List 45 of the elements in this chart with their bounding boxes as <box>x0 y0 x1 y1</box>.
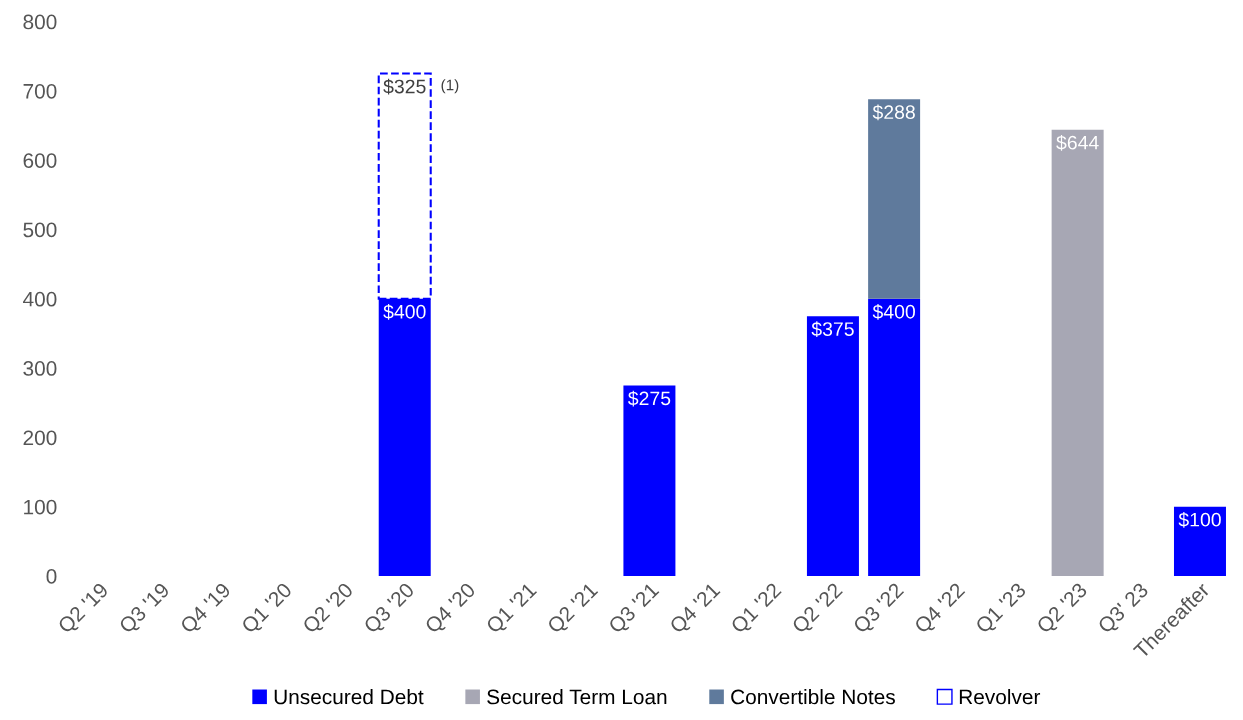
legend-label: Revolver <box>959 689 1041 705</box>
bar <box>806 316 859 576</box>
x-tick-label: Q2 '21 <box>546 581 601 637</box>
x-tick-label: Q1 '20 <box>240 581 296 637</box>
y-tick-label: 100 <box>24 499 57 515</box>
data-label: $400 <box>383 304 426 320</box>
x-tick-label: Q3 '19 <box>118 581 173 637</box>
y-tick-label: 0 <box>46 569 57 584</box>
x-tick-label: Q1 '23 <box>974 581 1030 637</box>
data-label: $400 <box>872 304 915 320</box>
bar <box>868 99 921 299</box>
data-label: $100 <box>1178 511 1221 528</box>
legend-label: Convertible Notes <box>731 689 895 705</box>
y-tick-label: 600 <box>23 153 57 168</box>
y-tick-label: 800 <box>23 14 57 30</box>
x-tick-label: Q3 '21 <box>607 581 663 637</box>
x-tick-label: Q3 '22 <box>852 581 907 637</box>
data-label: $375 <box>811 321 854 338</box>
legend-label: Unsecured Debt <box>274 689 424 705</box>
y-tick-label: 500 <box>23 222 57 238</box>
y-tick-label: 700 <box>23 83 57 99</box>
x-tick-label: Q2 '23 <box>1035 581 1091 637</box>
x-tick-label: Q4 '20 <box>424 581 479 637</box>
x-tick-label: Q2 '19 <box>57 581 112 637</box>
legend-label: Secured Term Loan <box>487 689 667 705</box>
y-tick-label: 300 <box>23 361 57 376</box>
x-tick-label: Q3 '20 <box>362 581 418 637</box>
bar <box>1051 129 1104 576</box>
annotation: (1) <box>441 79 459 94</box>
bar <box>623 385 676 576</box>
x-tick-label: Q4 '19 <box>179 581 234 637</box>
x-tick-label: Q1 '21 <box>485 581 540 637</box>
data-label: $644 <box>1056 134 1099 151</box>
x-tick-label: Q4 '22 <box>913 581 969 637</box>
data-label: $275 <box>628 390 671 407</box>
data-label: $288 <box>872 104 915 121</box>
y-tick-label: 400 <box>23 291 57 307</box>
bar <box>1173 506 1226 576</box>
y-tick-label: 200 <box>23 430 57 446</box>
data-label: $325 <box>383 78 426 95</box>
x-tick-label: Q2 '20 <box>301 581 357 637</box>
x-tick-label: Q2 '22 <box>791 581 846 637</box>
bar <box>868 298 921 576</box>
x-tick-label: Q1 '22 <box>729 581 785 637</box>
x-tick-label: Q4 '21 <box>668 581 724 637</box>
